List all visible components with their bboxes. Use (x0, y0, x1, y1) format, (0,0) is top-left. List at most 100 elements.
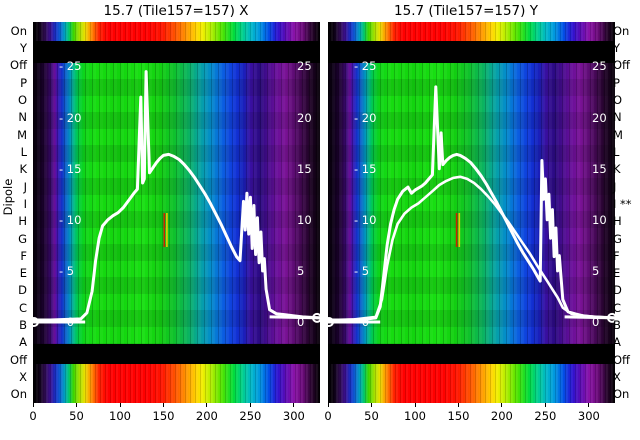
left-x-tick-200: 200 (187, 403, 227, 423)
tick-label: 100 (109, 409, 131, 423)
dipole-label-left-x: X (19, 370, 27, 384)
y-tick-25: 25 (297, 59, 312, 74)
tick-mark (544, 403, 546, 407)
gap-top-right (328, 41, 615, 63)
y-tick-10: - 10 (59, 212, 82, 227)
right-x-tick-200: 200 (482, 403, 522, 423)
secondary-trace-line (328, 175, 615, 322)
heatmap-marker-1 (166, 213, 168, 247)
tick-mark (458, 403, 459, 407)
origin-marker-right (312, 312, 320, 323)
dipole-label-left-j: J (23, 179, 27, 194)
waveform-trace-left (33, 70, 320, 327)
tick-mark (588, 403, 590, 407)
dipole-label-left-g: G (18, 231, 27, 246)
dipole-label-left-n: N (18, 110, 27, 125)
y-tick-right-15: 15 (592, 161, 607, 176)
dipole-label-right-d: D (613, 283, 622, 298)
tick-label: 0 (324, 409, 332, 423)
gap-bottom-left (33, 344, 320, 364)
heatmap-marker-0 (455, 213, 458, 247)
dipole-label-right-off: Off (613, 352, 630, 367)
dipole-label-left-off: Off (10, 58, 27, 73)
y-tick-10: - 10 (354, 212, 377, 227)
tick-mark (163, 403, 164, 407)
dipole-label-right-x: X (613, 370, 621, 384)
dipole-label-left-on: On (10, 23, 27, 38)
tick-label: 200 (195, 409, 218, 423)
tick-label: 0 (29, 409, 37, 423)
left-x-tick-150: 150 (144, 403, 184, 423)
panel-title-right: 15.7 (Tile157=157) Y (394, 3, 538, 19)
tick-label: 100 (404, 409, 426, 423)
dipole-label-right-b: B (613, 318, 621, 333)
dipole-label-left-c: C (18, 300, 27, 315)
dipole-label-left-on: On (10, 387, 27, 402)
tick-label: 300 (577, 409, 600, 423)
y-tick-25: - 25 (354, 59, 377, 74)
right-x-tick-0: 0 (308, 403, 348, 423)
dipole-labels-right: On Y Off P O N M L K J I ** H G F E D C B A Off X On (610, 22, 640, 403)
tick-mark (249, 403, 251, 407)
y-tick-5: - 5 (354, 263, 370, 278)
dipole-label-left-off: Off (10, 352, 27, 367)
dipole-label-left-e: E (19, 266, 27, 281)
dipole-label-right-o: O (613, 92, 623, 107)
dipole-label-left-l: L (20, 144, 27, 159)
tick-mark (119, 403, 121, 407)
dipole-label-left-k: K (19, 162, 27, 177)
dipole-label-right-j: J (613, 179, 617, 194)
y-tick-0: - 0 (59, 315, 75, 329)
dipole-label-left-d: D (18, 283, 27, 298)
tick-label: 150 (152, 409, 175, 423)
gap-top-left (33, 41, 320, 63)
tick-label: 50 (364, 409, 379, 423)
dipole-label-left-p: P (20, 75, 27, 90)
panel-title-left: 15.7 (Tile157=157) X (103, 3, 249, 19)
dipole-label-right-l: L (613, 144, 620, 159)
dipole-label-left-a: A (19, 335, 27, 350)
right-x-tick-50: 50 (352, 403, 392, 423)
y-tick-5: - 5 (59, 263, 75, 278)
right-x-tick-250: 250 (525, 403, 565, 423)
dipole-label-right-on: On (613, 387, 630, 402)
y-tick-right-25: 25 (592, 59, 607, 74)
dipole-label-right-y: Y (613, 41, 621, 55)
dipole-label-right-on: On (613, 23, 630, 38)
dipole-label-right-a: A (613, 335, 621, 350)
heatmap-marker-0 (163, 213, 166, 247)
y-tick-15: - 15 (59, 161, 82, 176)
dipole-label-right-p: P (613, 75, 620, 90)
y-tick-20: - 20 (59, 110, 82, 125)
y-tick-15: 15 (297, 161, 312, 176)
dipole-label-left-i: I (23, 196, 27, 211)
right-x-tick-100: 100 (395, 403, 435, 423)
origin-marker (33, 317, 39, 327)
dipole-label-left-b: B (19, 318, 27, 333)
tick-mark (76, 403, 77, 407)
heatmap-marker-1 (458, 213, 461, 247)
dipole-label-left-f: F (20, 248, 27, 263)
gap-bottom-right (328, 344, 615, 364)
left-x-tick-0: 0 (13, 403, 53, 423)
tick-label: 250 (534, 409, 557, 423)
y-tick-20: - 20 (354, 110, 377, 125)
tick-mark (327, 403, 329, 407)
right-x-tick-300: 300 (569, 403, 609, 423)
dipole-label-right-c: C (613, 300, 622, 315)
dipole-label-left-o: O (17, 92, 27, 107)
left-x-tick-50: 50 (57, 403, 97, 423)
dipole-label-right-m: M (613, 127, 623, 142)
dipole-label-right-g: G (613, 231, 622, 246)
tick-label: 150 (447, 409, 470, 423)
y-tick-20: 20 (297, 110, 312, 125)
tick-label: 200 (490, 409, 513, 423)
dipole-label-right-k: K (613, 162, 621, 177)
y-tick-right-20: 20 (592, 110, 607, 125)
waveform-trace-right (328, 85, 615, 327)
zero-tail (564, 315, 615, 320)
y-tick-right-0: 0 (592, 315, 600, 329)
dipole-label-right-h: H (613, 214, 622, 229)
dipole-labels-left: On Y Off P O N M L K J I H G F E D C B A Off X On (0, 22, 30, 403)
